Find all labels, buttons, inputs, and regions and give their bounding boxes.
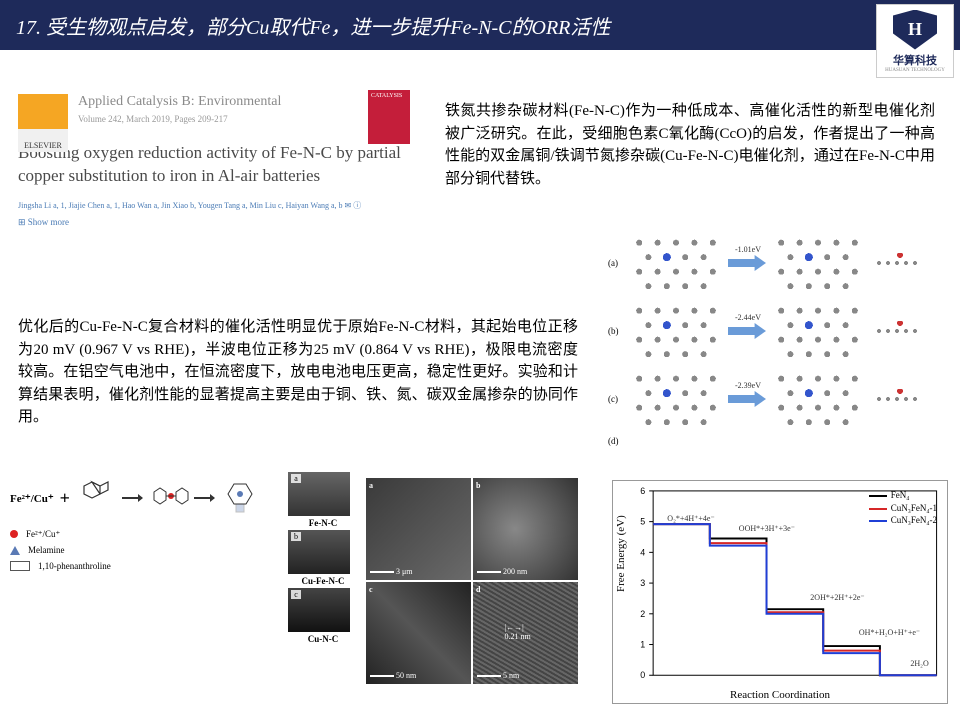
reactant-label: Fe²⁺/Cu⁺ xyxy=(10,492,54,505)
sem-image: d |←→|0.21 nm 5 nm xyxy=(473,582,578,684)
graphene-sheet-adsorbed-icon xyxy=(772,302,864,360)
paper-citation: ELSEVIER Applied Catalysis B: Environmen… xyxy=(18,94,418,228)
journal-cover-icon: CATALYSIS xyxy=(368,90,410,144)
arrow-icon xyxy=(728,391,766,407)
y-axis-label: Free Energy (eV) xyxy=(615,515,627,592)
dft-d-label: (d) xyxy=(608,436,948,446)
logo-shield-icon: H xyxy=(893,10,937,50)
chart-annotation: 2H₂O xyxy=(910,659,928,668)
arrow-icon xyxy=(728,255,766,271)
chart-annotation: 2OH*+2H⁺+2e⁻ xyxy=(810,593,864,602)
graphene-sheet-adsorbed-icon xyxy=(772,370,864,428)
chart-annotation: O₂*+4H⁺+4e⁻ xyxy=(667,514,714,523)
svg-text:0: 0 xyxy=(640,670,645,680)
slide-title: 17. 受生物观点启发，部分Cu取代Fe，进一步提升Fe-N-C的ORR活性 xyxy=(16,11,610,40)
body-paragraph: 优化后的Cu-Fe-N-C复合材料的催化活性明显优于原始Fe-N-C材料，其起始… xyxy=(18,316,578,429)
dft-row: (c) -2.39eV xyxy=(608,368,948,430)
show-more-link[interactable]: ⊞ Show more xyxy=(18,217,418,228)
svg-text:4: 4 xyxy=(640,547,645,557)
legend-dot-icon xyxy=(10,530,18,538)
sideview-icon xyxy=(870,321,930,341)
intro-paragraph: 铁氮共掺杂碳材料(Fe-N-C)作为一种低成本、高催化活性的新型电催化剂被广泛研… xyxy=(445,100,935,190)
complex-icon xyxy=(148,478,188,518)
legend-item: CuN₃FeN₄-1 xyxy=(869,502,937,515)
graphene-sheet-icon xyxy=(630,234,722,292)
svg-text:6: 6 xyxy=(640,486,645,496)
arrow-icon xyxy=(194,497,214,499)
svg-text:2: 2 xyxy=(640,609,645,619)
product-icon xyxy=(220,478,260,518)
phenanthroline-icon xyxy=(76,478,116,518)
x-axis-label: Reaction Coordination xyxy=(730,689,830,701)
adsorption-energy: -2.39eV xyxy=(728,381,768,390)
brand-logo: H 华算科技 HUASUAN TECHNOLOGY xyxy=(876,4,954,78)
authors: Jingsha Li a, 1, Jiajie Chen a, 1, Hao W… xyxy=(18,200,418,211)
arrow-icon xyxy=(728,323,766,339)
scheme-legend: Fe²⁺/Cu⁺ Melamine 1,10-phenanthroline xyxy=(10,526,310,575)
legend-phen-icon xyxy=(10,561,30,571)
svg-text:5: 5 xyxy=(640,517,645,527)
plus-icon: + xyxy=(60,488,70,509)
chart-annotation: OOH*+3H⁺+3e⁻ xyxy=(739,524,795,533)
graphene-sheet-icon xyxy=(630,370,722,428)
adsorption-energy: -2.44eV xyxy=(728,313,768,322)
dft-row-letter: (a) xyxy=(608,258,622,268)
svg-text:1: 1 xyxy=(640,640,645,650)
sem-image: a 3 μm xyxy=(366,478,471,580)
dft-models: (a) -1.01eV (b) -2.44eV (c) -2.39eV (d) xyxy=(608,232,948,446)
synthesis-scheme: Fe²⁺/Cu⁺ + Fe²⁺/Cu⁺ Melamine 1,10-phenan… xyxy=(10,478,310,698)
chart-legend: FeN₄CuN₃FeN₄-1CuN₃FeN₄-2 xyxy=(869,489,937,527)
sem-image: c 50 nm xyxy=(366,582,471,684)
graphene-sheet-icon xyxy=(630,302,722,360)
journal-meta: Volume 242, March 2019, Pages 209-217 xyxy=(78,114,418,124)
dft-row-letter: (b) xyxy=(608,326,622,336)
arrow-icon xyxy=(122,497,142,499)
logo-sub: HUASUAN TECHNOLOGY xyxy=(885,68,945,73)
tem-column: a Fe-N-C b Cu-Fe-N-C c Cu-N-C xyxy=(288,472,358,646)
sem-grid: a 3 μm b 200 nm c 50 nm d |←→|0.21 nm 5 … xyxy=(366,478,578,684)
adsorption-energy: -1.01eV xyxy=(728,245,768,254)
sideview-icon xyxy=(870,253,930,273)
slide-header: 17. 受生物观点启发，部分Cu取代Fe，进一步提升Fe-N-C的ORR活性 xyxy=(0,0,960,50)
free-energy-chart: 0 1 2 3 4 5 6 FeN₄CuN₃FeN₄-1CuN₃FeN₄-2 Free En… xyxy=(612,480,948,704)
dft-row: (b) -2.44eV xyxy=(608,300,948,362)
tem-image: a xyxy=(288,472,350,516)
graphene-sheet-adsorbed-icon xyxy=(772,234,864,292)
legend-triangle-icon xyxy=(10,546,20,555)
paper-title: Boosting oxygen reduction activity of Fe… xyxy=(18,142,418,188)
logo-brand: 华算科技 xyxy=(893,52,937,68)
svg-text:3: 3 xyxy=(640,578,645,588)
dft-row-letter: (c) xyxy=(608,394,622,404)
dft-row: (a) -1.01eV xyxy=(608,232,948,294)
chart-annotation: OH*+H₂O+H⁺+e⁻ xyxy=(859,628,920,637)
sem-image: b 200 nm xyxy=(473,478,578,580)
sideview-icon xyxy=(870,389,930,409)
legend-item: FeN₄ xyxy=(869,489,937,502)
journal-name: Applied Catalysis B: Environmental xyxy=(78,94,418,110)
legend-item: CuN₃FeN₄-2 xyxy=(869,514,937,527)
tem-image: b xyxy=(288,530,350,574)
publisher-logo: ELSEVIER xyxy=(18,94,68,152)
tem-image: c xyxy=(288,588,350,632)
